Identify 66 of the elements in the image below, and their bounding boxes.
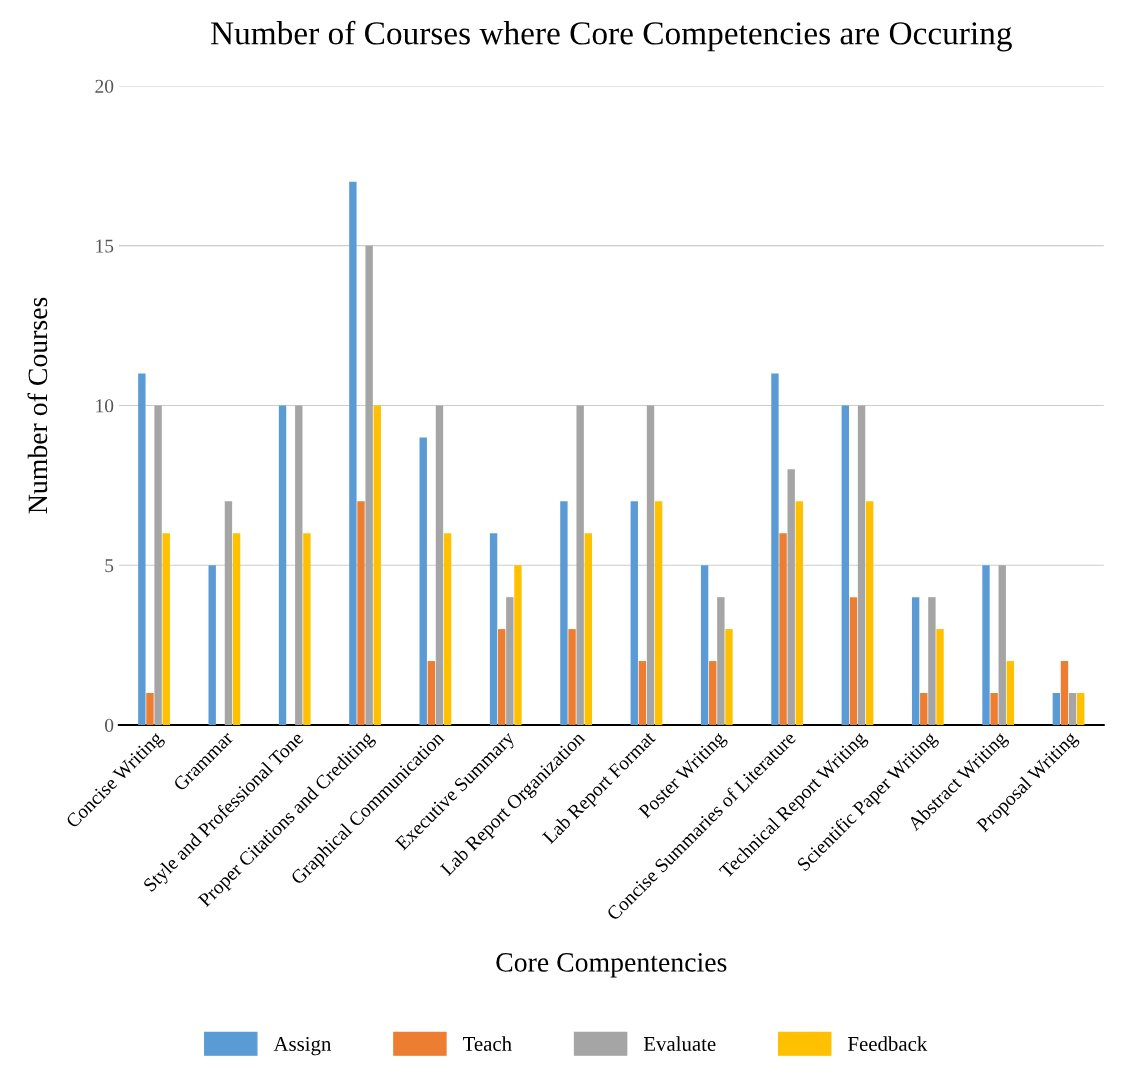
bar [303,533,311,725]
bar [208,565,216,725]
bar [576,405,584,725]
x-axis-title: Core Compentencies [496,953,727,978]
legend-label: Feedback [848,1036,928,1051]
bar [498,629,506,725]
bar [920,693,928,725]
bar [998,565,1006,725]
bar [224,501,233,725]
bar [709,661,717,725]
bar [630,501,638,725]
y-tick-label: 20 [95,79,114,93]
bar [560,501,568,725]
bar [514,565,522,725]
bar [638,661,647,725]
bar [154,405,162,725]
bar [841,405,849,725]
legend-label: Evaluate [643,1036,716,1051]
bar [911,597,920,725]
legend-label: Assign [273,1036,332,1056]
bar [349,181,357,725]
bar [365,245,373,725]
bar [928,597,936,725]
bar [982,565,990,725]
bar [849,597,858,725]
bar [654,501,663,725]
bar [427,661,436,725]
bar [506,597,514,725]
bar [857,405,866,725]
bar [936,629,944,725]
bar [779,533,787,725]
chart-title: Number of Courses where Core Competencies are Occuring [210,20,1012,52]
bar [795,501,804,725]
bar [1006,661,1015,725]
y-tick-label: 10 [96,399,114,413]
bar [357,501,365,725]
bar [725,629,733,725]
bar [138,373,146,725]
bar [1052,693,1061,725]
bar [146,693,154,725]
bar [419,437,427,725]
bar [787,469,795,725]
bar [1060,661,1069,725]
bar [584,533,592,725]
bar [771,373,779,725]
bar [373,405,381,725]
bar [162,533,170,725]
bar [990,693,998,725]
bar [700,565,709,725]
bar [489,533,498,725]
bar [232,533,241,725]
bar [568,629,576,725]
bar [435,405,444,725]
bar [295,405,303,725]
bar [717,597,725,725]
y-tick-label: 0 [105,718,114,732]
y-tick-label: 5 [105,559,114,573]
y-axis-title: Number of Courses [27,297,48,514]
bar [278,405,287,725]
bar [1068,693,1077,725]
bar [1077,693,1085,725]
bar [865,501,874,725]
bar [443,533,452,725]
bar [646,405,655,725]
y-tick-label: 15 [96,239,114,253]
legend-label: Teach [463,1036,512,1051]
